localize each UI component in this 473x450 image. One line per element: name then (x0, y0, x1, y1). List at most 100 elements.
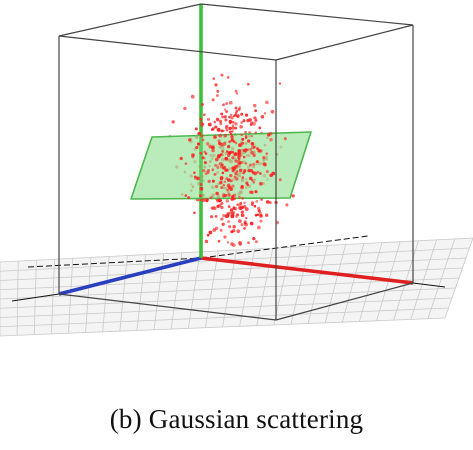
scatter-point (219, 228, 223, 232)
scatter-point (245, 113, 249, 117)
scatter-point (236, 229, 241, 234)
box-edge (200, 3, 414, 26)
scatter-point (265, 213, 269, 217)
scatter-point (252, 236, 256, 241)
scatter-point (268, 131, 273, 136)
scatter-point (254, 109, 257, 113)
scatter-point (252, 153, 256, 158)
scatter-point (240, 112, 244, 116)
scatter-point (225, 128, 229, 132)
scatter-point (220, 205, 224, 210)
scatter-point (184, 194, 188, 197)
3d-scene (0, 0, 473, 400)
scatter-point (238, 219, 242, 223)
scatter-point (248, 176, 253, 181)
scatter-point (219, 153, 223, 156)
scatter-point (259, 219, 263, 223)
scatter-point (231, 130, 234, 133)
scatter-point (250, 142, 255, 146)
scatter-point (203, 150, 207, 154)
scatter-point (254, 240, 258, 244)
scatter-point (212, 228, 217, 232)
scene-background (0, 0, 473, 400)
figure-caption: (b) Gaussian scattering (109, 404, 364, 434)
scatter-point (244, 222, 249, 227)
scatter-point (221, 222, 225, 226)
scatter-point (208, 230, 213, 235)
scatter-point (236, 203, 240, 207)
scatter-point (269, 138, 273, 142)
scatter-point (238, 206, 243, 210)
scatter-point (232, 224, 236, 229)
scatter-point (248, 163, 252, 167)
scatter-point (269, 173, 273, 178)
scatter-point (237, 159, 241, 164)
scatter-point (228, 225, 232, 229)
grid-line (0, 297, 453, 318)
scatter-point (235, 164, 239, 168)
scatter-point (229, 132, 233, 136)
scatter-point (229, 173, 233, 178)
scatter-point (224, 126, 228, 129)
scatter-point (230, 139, 234, 143)
scatter-point (241, 176, 245, 179)
scatter-point (247, 139, 251, 143)
scatter-point (179, 156, 183, 161)
figure (0, 0, 473, 400)
scatter-point (218, 198, 222, 203)
scatter-point (240, 223, 244, 227)
scatter-point (226, 76, 230, 79)
scatter-point (228, 140, 231, 143)
box-edge (275, 24, 414, 61)
scatter-point (207, 122, 212, 127)
scatter-point (190, 94, 195, 99)
scatter-point (214, 163, 217, 167)
scatter-point (244, 148, 248, 152)
scatter-point (201, 103, 204, 106)
scatter-point (191, 155, 195, 159)
scatter-point (219, 119, 222, 123)
scatter-point (220, 112, 224, 116)
scatter-point (265, 200, 270, 204)
scatter-point (219, 177, 224, 181)
scatter-point (217, 154, 220, 157)
scatter-point (202, 168, 206, 173)
scatter-point (226, 184, 231, 188)
scatter-point (233, 206, 238, 211)
scatter-point (226, 188, 229, 192)
scatter-point (234, 141, 238, 145)
scatter-point (216, 89, 220, 93)
scatter-point (265, 152, 269, 155)
scatter-point (193, 211, 196, 214)
scatter-point (241, 137, 245, 141)
scatter-point (226, 241, 230, 244)
grid-line (0, 267, 463, 291)
axes (11, 4, 446, 302)
scatter-point (194, 176, 198, 180)
scatter-point (183, 106, 187, 111)
scatter-point (188, 138, 192, 142)
scatter-point (223, 235, 227, 239)
scatter-point (231, 166, 236, 170)
scatter-point (231, 126, 235, 130)
scatter-point (227, 151, 232, 155)
box-edge (58, 293, 277, 321)
scatter-point (219, 180, 223, 185)
scatter-point (214, 125, 218, 129)
scatter-point (252, 103, 257, 108)
scatter-point (222, 183, 226, 187)
scatter-point (223, 108, 227, 111)
scatter-point (270, 109, 275, 114)
scatter-point (215, 191, 219, 196)
scatter-point (249, 148, 253, 151)
scatter-point (228, 126, 232, 130)
scatter-point (249, 169, 253, 173)
scatter-point (215, 185, 218, 188)
scatter-point (213, 135, 217, 139)
scatter-point (200, 123, 204, 127)
scatter-point (203, 161, 207, 165)
scatter-point (241, 141, 245, 145)
scatter-point (234, 89, 238, 93)
scatter-point (236, 115, 240, 118)
box-edge (58, 3, 202, 37)
